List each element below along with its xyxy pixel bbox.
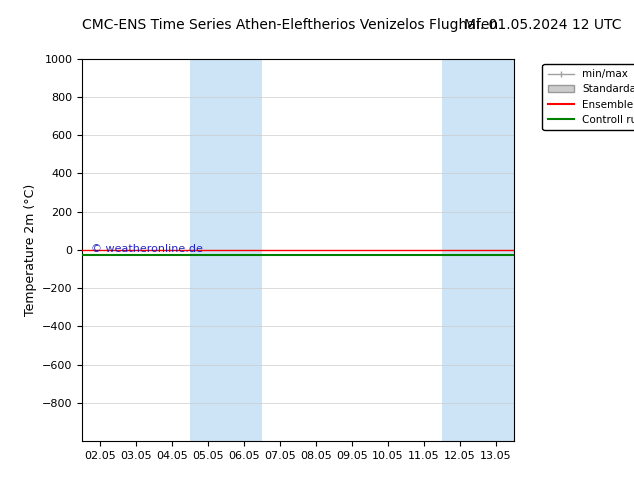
Bar [190,59,262,441]
Legend: min/max, Standardabweichung, Ensemble mean run, Controll run: min/max, Standardabweichung, Ensemble me… [543,64,634,130]
Text: CMC-ENS Time Series Athen-Eleftherios Venizelos Flughafen: CMC-ENS Time Series Athen-Eleftherios Ve… [82,18,498,32]
Y-axis label: Temperature 2m (°C): Temperature 2m (°C) [23,184,37,316]
Text: © weatheronline.de: © weatheronline.de [91,244,203,254]
Text: Mi. 01.05.2024 12 UTC: Mi. 01.05.2024 12 UTC [464,18,621,32]
Bar [442,59,514,441]
